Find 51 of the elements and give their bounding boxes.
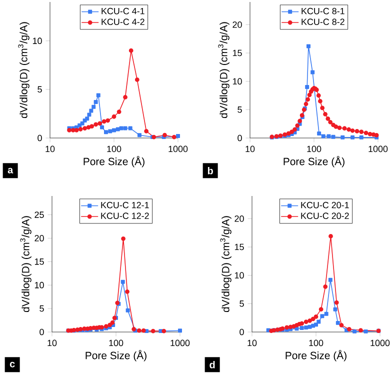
y-axis-title: dV/dlog(D) (cm$^{3}$/g/A) [218, 22, 230, 118]
y-tick-label: 0 [40, 328, 44, 336]
y-axis-title: dV/dlog(D) (cm$^{3}$/g/A) [18, 22, 30, 118]
x-axis-title: Pore Size (Å) [84, 156, 144, 168]
x-tick-label: 10 [248, 340, 257, 346]
y-tick-label: 10 [232, 78, 242, 85]
x-tick-label: 100 [309, 340, 324, 346]
x-tick-label: 100 [107, 146, 122, 152]
y-tick-label: 10 [234, 272, 244, 279]
text: a [8, 168, 14, 174]
text: d [210, 360, 215, 368]
legend-label: KCU-C 8-1 [302, 8, 344, 14]
y-axis-title: dV/dlog(D) (cm$^{3}$/g/A) [220, 216, 232, 312]
y-tick-label: 0 [238, 134, 242, 142]
y-tick-label: 0 [38, 134, 42, 142]
x-axis-title: Pore Size (Å) [284, 156, 344, 168]
y-tick-label: 5 [240, 300, 244, 307]
x-tick-label: 10 [48, 340, 57, 346]
y-tick-label: 5 [38, 86, 42, 93]
x-tick-label: 1000 [370, 340, 390, 346]
y-tick-label: 20 [34, 235, 44, 242]
text: c [10, 362, 15, 368]
y-tick-label: 20 [234, 215, 244, 222]
x-tick-label: 100 [109, 340, 124, 346]
y-tick-label: 15 [34, 258, 44, 265]
y-tick-label: 0 [240, 328, 244, 336]
y-tick-label: 10 [32, 38, 42, 44]
y-tick-label: 15 [234, 244, 244, 250]
x-tick-label: 1000 [170, 340, 190, 346]
legend-label: KCU-C 12-1 [101, 202, 149, 208]
y-tick-label: 10 [34, 282, 44, 288]
legend-label: KCU-C 12-2 [101, 212, 149, 220]
legend-label: KCU-C 8-2 [302, 18, 344, 26]
y-tick-label: 5 [238, 106, 242, 113]
legend-label: KCU-C 4-1 [102, 8, 144, 14]
x-axis-title: Pore Size (Å) [86, 350, 146, 362]
text: b [208, 166, 213, 174]
y-tick-label: 5 [40, 305, 44, 312]
x-tick-label: 1000 [368, 146, 388, 152]
legend-label: KCU-C 20-1 [301, 202, 349, 208]
x-tick-label: 10 [246, 146, 255, 152]
y-tick-label: 20 [232, 21, 242, 28]
legend-label: KCU-C 4-2 [102, 18, 144, 26]
x-axis-title: Pore Size (Å) [286, 350, 346, 362]
legend-label: KCU-C 20-2 [301, 212, 349, 220]
x-tick-label: 10 [46, 146, 55, 152]
y-tick-label: 25 [34, 212, 44, 218]
y-axis-title: dV/dlog(D) (cm$^{3}$/g/A) [20, 216, 32, 312]
x-tick-label: 1000 [168, 146, 188, 152]
x-tick-label: 100 [307, 146, 322, 152]
y-tick-label: 15 [232, 50, 242, 56]
